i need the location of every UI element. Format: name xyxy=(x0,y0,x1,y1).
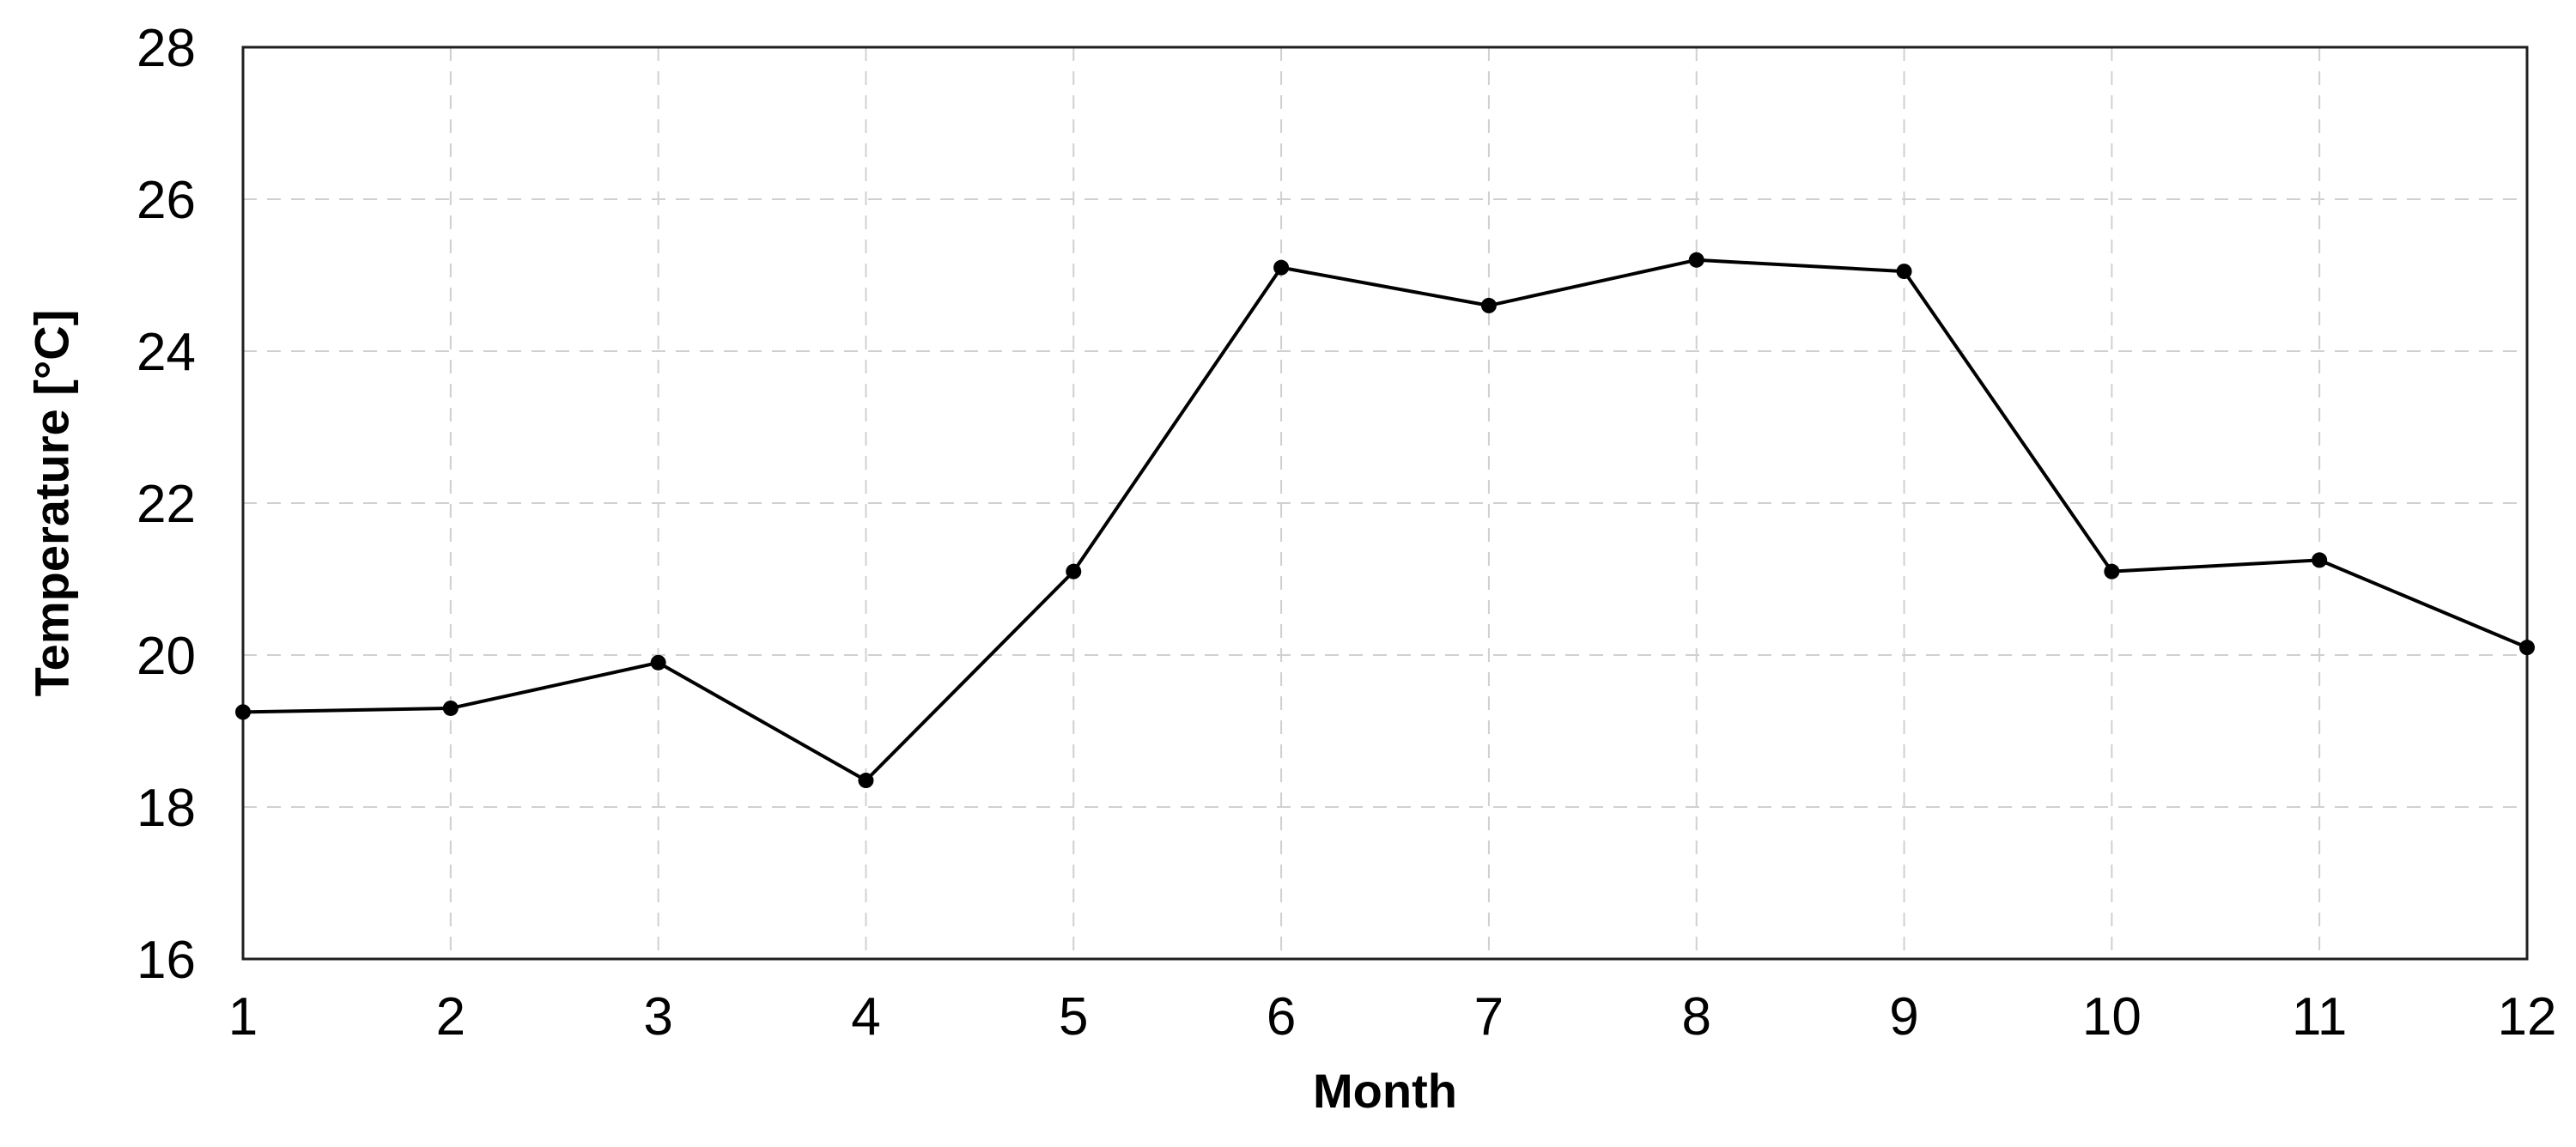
x-tick-label: 2 xyxy=(436,987,465,1047)
x-tick-label: 1 xyxy=(228,987,258,1047)
x-tick-label: 5 xyxy=(1059,987,1088,1047)
x-tick-label: 7 xyxy=(1474,987,1504,1047)
x-tick-label: 6 xyxy=(1267,987,1296,1047)
data-point-marker xyxy=(858,773,874,789)
data-point-marker xyxy=(650,654,666,671)
data-point-marker xyxy=(2312,552,2328,568)
data-point-marker xyxy=(2104,563,2120,580)
plot-border xyxy=(241,46,2529,961)
data-point-marker xyxy=(1688,252,1704,268)
y-tick-label: 24 xyxy=(137,323,196,382)
y-tick-label: 20 xyxy=(137,627,196,686)
x-tick-label: 12 xyxy=(2498,987,2557,1047)
data-point-marker xyxy=(2519,640,2535,656)
y-tick-label: 16 xyxy=(137,931,196,990)
x-tick-label: 11 xyxy=(2292,987,2347,1047)
x-tick-label: 8 xyxy=(1681,987,1710,1047)
data-point-marker xyxy=(1896,264,1912,280)
data-point-marker xyxy=(1066,563,1082,580)
y-tick-label: 22 xyxy=(137,475,196,534)
x-tick-label: 4 xyxy=(851,987,880,1047)
x-axis-title: Month xyxy=(1313,1064,1457,1118)
x-tick-label: 3 xyxy=(643,987,672,1047)
data-point-marker xyxy=(1273,259,1290,276)
data-point-marker xyxy=(235,704,251,720)
y-axis-title: Temperature [°C] xyxy=(25,310,79,697)
y-tick-label: 28 xyxy=(137,19,196,78)
x-tick-label: 9 xyxy=(1889,987,1918,1047)
data-point-marker xyxy=(442,700,459,716)
data-point-marker xyxy=(1480,297,1497,313)
y-tick-label: 26 xyxy=(137,171,196,230)
x-tick-label: 10 xyxy=(2082,987,2142,1047)
temperature-series-line xyxy=(241,258,2529,783)
y-tick-label: 18 xyxy=(137,779,196,838)
